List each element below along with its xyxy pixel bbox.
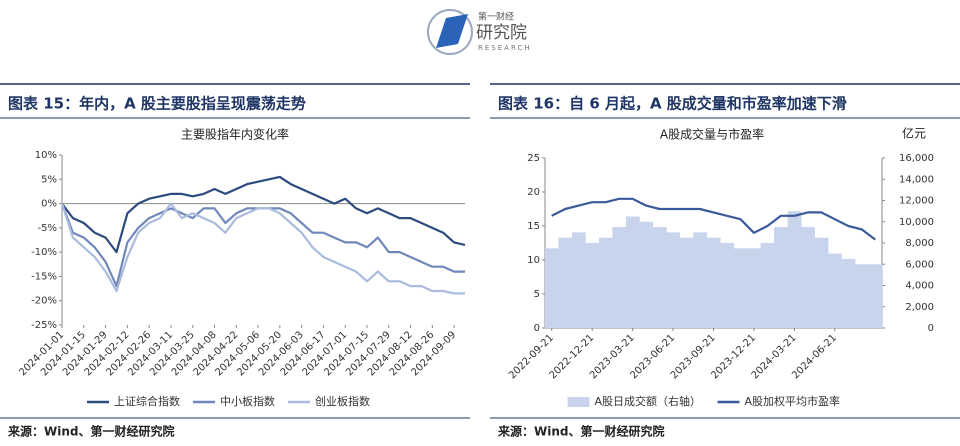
y2-tick-label: 4,000 bbox=[905, 281, 934, 292]
y-tick-label: 0 bbox=[534, 323, 540, 334]
y-tick-label: -20% bbox=[31, 296, 57, 307]
bar bbox=[558, 237, 573, 328]
y2-axis-label: 亿元 bbox=[902, 126, 926, 141]
y-tick-label: 20 bbox=[527, 187, 540, 198]
y2-tick-label: 8,000 bbox=[905, 238, 934, 249]
logo-sub: RESEARCH bbox=[478, 44, 532, 52]
bar bbox=[666, 232, 681, 328]
bar bbox=[760, 243, 775, 328]
bar bbox=[787, 211, 802, 328]
y2-tick-label: 16,000 bbox=[899, 153, 934, 164]
bar bbox=[868, 264, 883, 328]
line bbox=[61, 175, 466, 254]
source: 来源：Wind、第一财经研究院 bbox=[7, 424, 174, 439]
legend-swatch bbox=[567, 397, 590, 407]
figure-title: 图表 15：年内，A 股主要股指呈现震荡走势 bbox=[8, 95, 306, 113]
chart-title: 主要股指年内变化率 bbox=[181, 127, 289, 142]
figure-title: 图表 16：自 6 月起，A 股成交量和市盈率加速下滑 bbox=[498, 95, 847, 113]
y-tick-label: 5% bbox=[41, 174, 57, 185]
y-tick-label: -10% bbox=[31, 247, 57, 258]
y2-tick-label: 6,000 bbox=[905, 259, 934, 270]
bar bbox=[706, 237, 721, 328]
y-tick-label: 0% bbox=[41, 199, 57, 210]
bar bbox=[720, 243, 735, 328]
y2-tick-label: 12,000 bbox=[899, 196, 934, 207]
chart-title: A股成交量与市盈率 bbox=[660, 127, 764, 142]
y-tick-label: 10 bbox=[527, 255, 540, 266]
bar bbox=[625, 216, 640, 328]
bar bbox=[814, 237, 829, 328]
y-tick-label: 15 bbox=[527, 221, 540, 232]
bar bbox=[747, 248, 761, 328]
y2-tick-label: 10,000 bbox=[899, 217, 934, 228]
bar bbox=[598, 237, 613, 328]
legend-label: A股加权平均市盈率 bbox=[745, 394, 841, 408]
legend-label: 上证综合指数 bbox=[114, 394, 180, 408]
bar bbox=[585, 243, 600, 328]
bar bbox=[855, 264, 869, 328]
bar bbox=[828, 253, 842, 328]
line bbox=[551, 197, 876, 241]
bar bbox=[733, 248, 748, 328]
bar bbox=[679, 237, 694, 328]
bar bbox=[693, 232, 708, 328]
y-tick-label: -15% bbox=[31, 271, 57, 282]
logo-name: 研究院 bbox=[476, 23, 527, 43]
legend-label: 创业板指数 bbox=[315, 394, 370, 408]
y-tick-label: -5% bbox=[38, 223, 57, 234]
logo: 第一财经 研究院 RESEARCH bbox=[427, 9, 532, 55]
y2-tick-label: 0 bbox=[928, 323, 934, 334]
logo-icon bbox=[436, 14, 468, 48]
legend-label: 中小板指数 bbox=[220, 394, 275, 408]
bar bbox=[639, 221, 654, 328]
bar bbox=[571, 232, 586, 328]
bar bbox=[841, 258, 856, 328]
legend-label: A股日成交额（右轴） bbox=[595, 394, 702, 408]
line bbox=[60, 202, 465, 295]
y2-tick-label: 14,000 bbox=[899, 174, 934, 185]
logo-ring bbox=[427, 9, 473, 55]
bar bbox=[545, 248, 559, 328]
source: 来源：Wind、第一财经研究院 bbox=[497, 424, 664, 439]
y-tick-label: 25 bbox=[527, 153, 540, 164]
logo-brand: 第一财经 bbox=[478, 11, 514, 23]
bar bbox=[774, 227, 788, 328]
bar bbox=[801, 227, 815, 328]
y-tick-label: -25% bbox=[31, 320, 57, 331]
y-tick-label: 10% bbox=[35, 150, 57, 161]
bar bbox=[652, 227, 667, 328]
bar bbox=[612, 227, 627, 328]
y2-tick-label: 2,000 bbox=[905, 302, 934, 313]
y-tick-label: 5 bbox=[534, 289, 540, 300]
